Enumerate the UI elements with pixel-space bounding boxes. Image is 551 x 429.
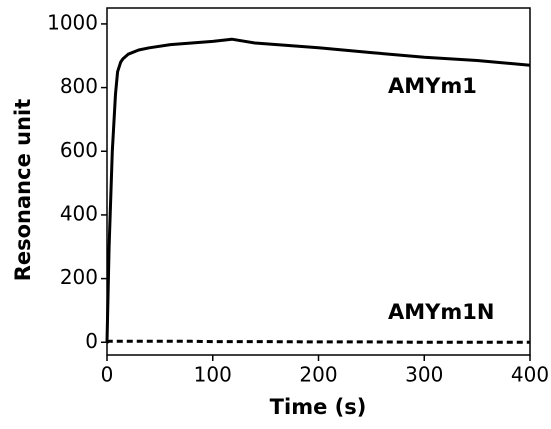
series-label: AMYm1 bbox=[388, 74, 477, 98]
y-tick-label: 800 bbox=[60, 74, 98, 98]
y-tick-label: 600 bbox=[60, 138, 98, 162]
x-tick-label: 400 bbox=[511, 363, 549, 387]
line bbox=[106, 339, 530, 344]
line bbox=[105, 37, 531, 343]
x-tick-label: 200 bbox=[299, 363, 337, 387]
x-tick-label: 100 bbox=[194, 363, 232, 387]
series-label: AMYm1N bbox=[388, 300, 494, 324]
x-axis-label: Time (s) bbox=[270, 395, 367, 419]
y-axis-label: Resonance unit bbox=[11, 99, 35, 282]
y-tick-label: 400 bbox=[60, 201, 98, 225]
x-tick-label: 300 bbox=[405, 363, 443, 387]
x-tick-label: 0 bbox=[101, 363, 114, 387]
y-tick-label: 200 bbox=[60, 265, 98, 289]
y-tick-label: 1000 bbox=[47, 10, 98, 34]
y-tick-label: 0 bbox=[85, 329, 98, 353]
